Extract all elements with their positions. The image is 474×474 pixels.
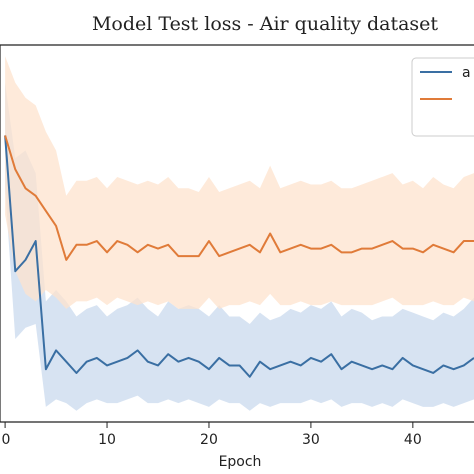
series-1-line bbox=[4, 135, 474, 261]
x-tick-label: 20 bbox=[200, 432, 218, 448]
x-tick-label: 40 bbox=[404, 432, 422, 448]
x-tick-label: 30 bbox=[302, 432, 320, 448]
series-1-band bbox=[5, 56, 474, 309]
chart-title: Model Test loss - Air quality dataset bbox=[92, 13, 438, 35]
legend-box bbox=[411, 57, 474, 137]
legend: a bbox=[411, 57, 474, 137]
series-0-band bbox=[5, 82, 474, 411]
x-axis-ticks: 0 10 20 30 40 bbox=[2, 422, 422, 448]
plot-area bbox=[4, 56, 474, 411]
legend-label-0: a bbox=[462, 65, 471, 81]
x-axis-label: Epoch bbox=[219, 454, 262, 470]
series-lines bbox=[4, 135, 474, 378]
confidence-bands bbox=[5, 56, 474, 411]
legend-items: a bbox=[420, 65, 471, 100]
x-tick-label: 0 bbox=[2, 432, 11, 448]
x-tick-label: 10 bbox=[98, 432, 116, 448]
series-0-line bbox=[4, 135, 474, 378]
